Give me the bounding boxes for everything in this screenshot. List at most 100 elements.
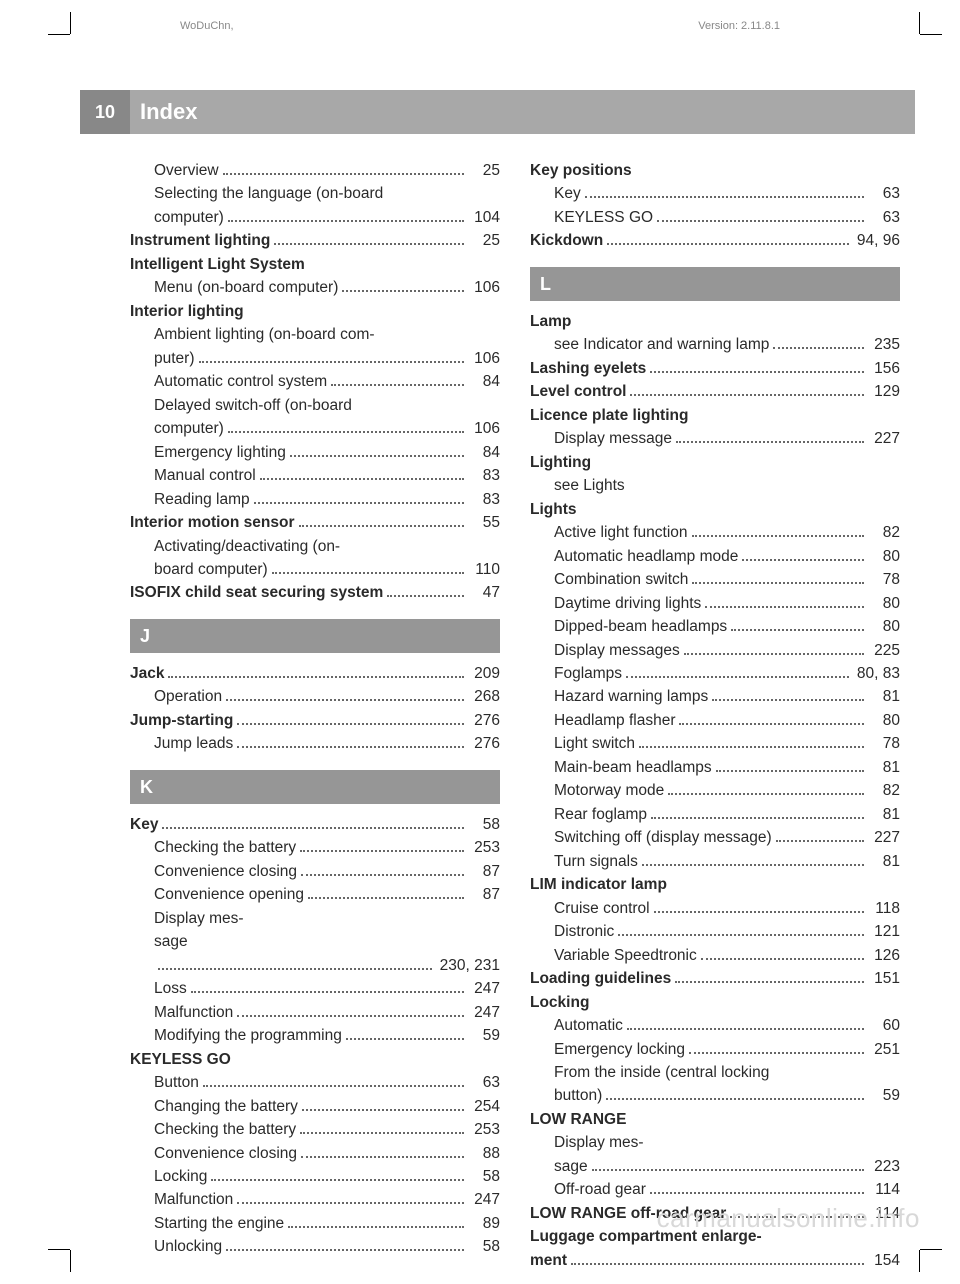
index-entry: Level control129 bbox=[530, 381, 900, 403]
entry-page: 83 bbox=[468, 465, 500, 487]
entry-label: Lights bbox=[530, 499, 577, 521]
index-entry: Active light function82 bbox=[530, 522, 900, 544]
index-entry: Intelligent Light System bbox=[130, 254, 500, 276]
index-entry: Interior lighting bbox=[130, 301, 500, 323]
index-entry: Loss247 bbox=[130, 978, 500, 1000]
index-entry: Selecting the language (on-board bbox=[130, 183, 500, 205]
entry-page: 82 bbox=[868, 522, 900, 544]
index-entry: Locking58 bbox=[130, 1166, 500, 1188]
entry-label: Headlamp flasher bbox=[554, 710, 675, 732]
index-entry: Rear foglamp81 bbox=[530, 804, 900, 826]
index-entry: Off-road gear114 bbox=[530, 1179, 900, 1201]
leader-dots bbox=[651, 805, 864, 819]
leader-dots bbox=[650, 1180, 864, 1194]
entry-label: Reading lamp bbox=[154, 489, 250, 511]
entry-page: 55 bbox=[468, 512, 500, 534]
leader-dots bbox=[639, 734, 864, 748]
entry-page: 81 bbox=[868, 757, 900, 779]
top-meta-bar: WoDuChn, Version: 2.11.8.1 bbox=[0, 20, 960, 32]
entry-label: LOW RANGE bbox=[530, 1109, 626, 1131]
index-entry: Ambient lighting (on-board com- bbox=[130, 324, 500, 346]
entry-page: 80 bbox=[868, 593, 900, 615]
entry-label: Hazard warning lamps bbox=[554, 686, 708, 708]
entry-label: Key bbox=[554, 183, 581, 205]
leader-dots bbox=[260, 466, 464, 480]
entry-label: Lighting bbox=[530, 452, 591, 474]
index-entry: ment154 bbox=[530, 1250, 900, 1272]
index-entry: Interior motion sensor55 bbox=[130, 512, 500, 534]
entry-label: Display mes- bbox=[154, 908, 244, 930]
entry-page: 87 bbox=[468, 884, 500, 906]
index-entry: KEYLESS GO63 bbox=[530, 207, 900, 229]
index-entry: Main-beam headlamps81 bbox=[530, 757, 900, 779]
leader-dots bbox=[203, 1073, 464, 1087]
leader-dots bbox=[191, 979, 464, 993]
entry-label: button) bbox=[554, 1085, 602, 1107]
entry-label: Switching off (display message) bbox=[554, 827, 772, 849]
entry-label: LIM indicator lamp bbox=[530, 874, 667, 896]
index-entry: Hazard warning lamps81 bbox=[530, 686, 900, 708]
entry-label: Overview bbox=[154, 160, 219, 182]
index-entry: KEYLESS GO bbox=[130, 1049, 500, 1071]
entry-label: Combination switch bbox=[554, 569, 688, 591]
entry-page: 83 bbox=[468, 489, 500, 511]
entry-label: Light switch bbox=[554, 733, 635, 755]
index-entry: Changing the battery254 bbox=[130, 1096, 500, 1118]
leader-dots bbox=[226, 688, 464, 702]
entry-label: Loss bbox=[154, 978, 187, 1000]
leader-dots bbox=[290, 443, 464, 457]
index-entry: Reading lamp 83 bbox=[130, 489, 500, 511]
entry-page: 81 bbox=[868, 851, 900, 873]
entry-page: 25 bbox=[468, 160, 500, 182]
entry-label: Automatic control system bbox=[154, 371, 327, 393]
entry-page: 106 bbox=[468, 277, 500, 299]
index-entry: Switching off (display message)227 bbox=[530, 827, 900, 849]
index-entry: Lighting bbox=[530, 452, 900, 474]
index-entry: Jack209 bbox=[130, 663, 500, 685]
entry-label: Unlocking bbox=[154, 1236, 222, 1258]
entry-page: 247 bbox=[468, 1189, 500, 1211]
entry-page: 84 bbox=[468, 442, 500, 464]
leader-dots bbox=[301, 1144, 464, 1158]
entry-page: 59 bbox=[868, 1085, 900, 1107]
index-entry: Checking the battery253 bbox=[130, 837, 500, 859]
entry-label: board computer) bbox=[154, 559, 268, 581]
entry-page: 63 bbox=[868, 183, 900, 205]
index-entry: Automatic60 bbox=[530, 1015, 900, 1037]
entry-page: 106 bbox=[468, 418, 500, 440]
index-entry: button) 59 bbox=[530, 1085, 900, 1107]
entry-label: Convenience closing bbox=[154, 861, 297, 883]
index-entry: Convenience opening 87 bbox=[130, 884, 500, 906]
entry-label: Display message bbox=[554, 428, 672, 450]
crop-mark bbox=[920, 34, 942, 35]
entry-label: Button bbox=[154, 1072, 199, 1094]
index-entry: Lamp bbox=[530, 311, 900, 333]
right-column: Key positionsKey63KEYLESS GO63Kickdown94… bbox=[530, 160, 900, 1273]
index-entry: Display message227 bbox=[530, 428, 900, 450]
left-column: Overview 25Selecting the language (on-boa… bbox=[130, 160, 500, 1273]
leader-dots bbox=[237, 1191, 464, 1205]
index-entry: Button63 bbox=[130, 1072, 500, 1094]
entry-page: 110 bbox=[468, 559, 500, 581]
entry-label: Convenience opening bbox=[154, 884, 304, 906]
entry-label: Activating/deactivating (on- bbox=[154, 536, 340, 558]
index-entry: Overview 25 bbox=[130, 160, 500, 182]
index-entry: Headlamp flasher80 bbox=[530, 710, 900, 732]
entry-label: Emergency lighting bbox=[154, 442, 286, 464]
entry-label: Loading guidelines bbox=[530, 968, 671, 990]
entry-page: 63 bbox=[868, 207, 900, 229]
index-entry: Convenience closing88 bbox=[130, 1143, 500, 1165]
entry-label: Kickdown bbox=[530, 230, 603, 252]
leader-dots bbox=[684, 641, 864, 655]
entry-page: 78 bbox=[868, 569, 900, 591]
entry-label: Dipped-beam headlamps bbox=[554, 616, 727, 638]
entry-page: 126 bbox=[868, 945, 900, 967]
entry-page: 87 bbox=[468, 861, 500, 883]
crop-mark bbox=[70, 1250, 71, 1272]
entry-page: 80 bbox=[868, 546, 900, 568]
index-content: Overview 25Selecting the language (on-boa… bbox=[130, 160, 900, 1273]
entry-page: 268 bbox=[468, 686, 500, 708]
entry-label: Daytime driving lights bbox=[554, 593, 701, 615]
leader-dots bbox=[731, 617, 864, 631]
leader-dots bbox=[592, 1157, 864, 1171]
